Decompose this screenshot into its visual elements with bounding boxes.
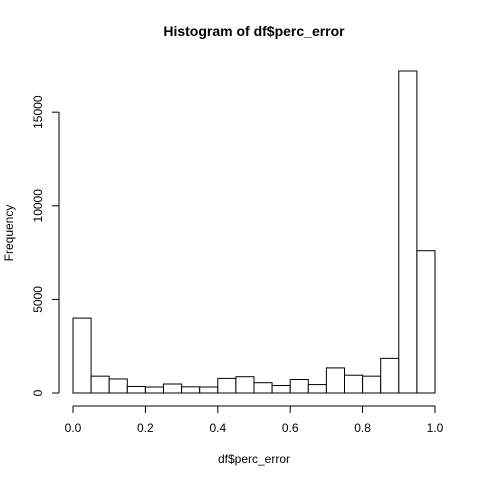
histogram-bar — [325, 367, 345, 394]
x-tick-label: 0.6 — [282, 421, 299, 435]
histogram-bar — [199, 386, 219, 394]
histogram-bar — [108, 378, 128, 394]
chart-title: Histogram of df$perc_error — [163, 23, 345, 39]
histogram-bar — [416, 250, 436, 394]
histogram-bar — [271, 385, 291, 394]
x-tick-label: 0.4 — [209, 421, 226, 435]
y-tick-label: 5000 — [31, 286, 45, 313]
histogram-bar — [72, 317, 92, 394]
histogram-bar — [126, 385, 146, 394]
x-axis: 0.0 0.2 0.4 0.6 0.8 1.0 — [65, 405, 444, 435]
y-axis-label: Frequency — [2, 205, 16, 262]
histogram-bar — [307, 384, 327, 394]
histogram-bar — [253, 382, 273, 394]
y-axis: 0 5000 10000 15000 — [31, 95, 60, 396]
histogram-bar — [181, 386, 201, 394]
histogram-bar — [289, 379, 309, 394]
y-tick-label: 10000 — [31, 189, 45, 223]
y-tick-label: 0 — [31, 389, 45, 396]
bars-group — [72, 70, 436, 394]
histogram-bar — [362, 375, 382, 394]
histogram-bar — [235, 376, 255, 394]
histogram-bar — [344, 374, 364, 394]
x-tick-label: 0.8 — [354, 421, 371, 435]
histogram-bar — [144, 386, 164, 394]
x-tick-label: 0.2 — [137, 421, 154, 435]
histogram-bar — [217, 377, 237, 394]
x-tick-label: 0.0 — [65, 421, 82, 435]
y-tick-label: 15000 — [31, 95, 45, 129]
x-axis-label: df$perc_error — [218, 452, 290, 466]
histogram-bar — [398, 70, 418, 394]
histogram-bar — [163, 383, 183, 394]
x-tick-label: 1.0 — [427, 421, 444, 435]
histogram-bar — [90, 375, 110, 394]
histogram-bar — [380, 357, 400, 394]
